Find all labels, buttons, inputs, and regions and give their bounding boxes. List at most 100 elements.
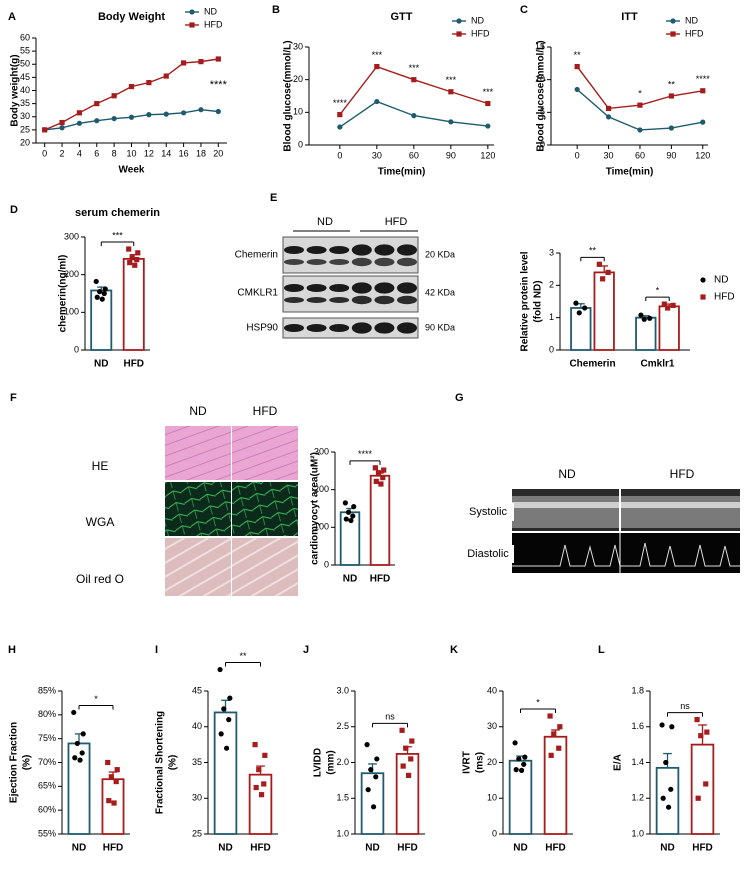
group-label: ND [189,404,207,418]
y-axis-label: (fold ND) [533,280,544,322]
y-tick-label: 25 [192,828,202,838]
data-point [670,302,676,308]
sig-label: ** [589,246,597,256]
bar [655,766,680,835]
x-tick-label: HFD [103,843,124,854]
band [284,284,304,292]
blot-strip [282,275,419,313]
data-point [74,740,80,747]
data-point [262,752,268,758]
stain-label: Oil red O [76,572,124,586]
y-axis-label: chemerin(ng/ml) [58,255,69,333]
data-point [665,804,672,810]
y-tick-label: 25 [20,124,30,134]
data-point [372,465,378,471]
data-point [76,110,83,116]
data-point [258,792,265,798]
data-point [485,100,491,107]
sig-label: * [94,694,98,704]
annotation: *** [483,87,494,97]
mode-label: Diastolic [467,548,509,560]
x-tick-label: HFD [250,843,271,854]
x-tick-label: 120 [695,150,710,160]
x-tick-label: 2 [60,148,65,158]
band [306,284,327,292]
data-point [129,255,135,261]
bar [658,305,680,351]
group-label: HFD [670,467,695,481]
data-point [512,740,518,746]
mode-label: Systolic [469,506,507,518]
y-tick-label: 300 [314,446,329,456]
band [374,322,395,334]
data-point [226,717,232,723]
size-label: 90 KDa [425,322,455,332]
bar [122,257,145,351]
data-point [448,89,454,95]
bar [593,271,615,351]
y-tick-label: 10 [293,107,303,117]
data-point [198,107,204,113]
annotation: ** [668,79,676,89]
y-tick-label: 55% [38,828,56,838]
y-axis-label: Ejection Fraction [9,722,20,803]
x-tick-label: 90 [666,150,676,160]
x-tick-label: 30 [604,150,614,160]
data-point [364,742,370,748]
legend-label: HFD [471,28,490,38]
data-point [605,269,611,275]
y-axis-label: Fractional Shortening [155,711,166,814]
band [397,322,417,334]
y-tick-label: 1.0 [336,828,349,838]
y-tick-label: 20 [20,137,30,147]
sig-label: ns [680,701,690,711]
y-tick-label: 0 [549,344,554,354]
label-bg [462,503,514,521]
annotation: *** [409,63,420,73]
band [374,295,395,305]
x-tick-label: ND [218,843,232,854]
data-point [106,798,112,804]
data-point [42,127,48,133]
data-point [700,119,706,125]
he-image [232,426,298,480]
band [374,257,395,267]
y-tick-label: 60% [38,805,56,815]
data-point [128,114,135,120]
y-axis-label: (%) [168,755,179,771]
panel-label: E [270,192,277,204]
data-point [574,86,580,93]
bar [213,711,238,835]
x-tick-label: Cmklr1 [641,359,675,370]
sig-label: * [656,285,660,295]
x-tick-label: HFD [692,843,713,854]
data-point [582,305,588,311]
data-point [348,517,354,524]
sig-label: * [536,697,540,707]
y-tick-label: 30 [20,111,30,121]
band [329,297,350,303]
protein-label: CMKLR1 [237,288,278,299]
data-point [521,761,527,767]
data-point [637,102,643,108]
y-tick-label: 75% [38,733,56,743]
bar [369,474,391,566]
y-axis-label: E/A [613,754,624,771]
data-point [146,80,152,86]
doppler-image [512,533,740,573]
x-tick-label: 8 [112,148,117,158]
x-tick-label: 0 [575,150,580,160]
data-point [99,296,105,302]
legend-label: ND [471,15,484,25]
x-axis-label: Week [119,165,145,176]
y-axis-label: cardiomyocyt area(uM²) [310,452,321,565]
y-axis-label: Blood glucose(mmol/L) [536,40,547,151]
x-tick-label: ND [94,359,108,370]
data-point [556,745,562,751]
blot-bands [284,244,417,334]
chart-title: ITT [621,11,638,23]
data-point [370,804,377,810]
data-point [350,513,356,519]
band [397,244,417,256]
